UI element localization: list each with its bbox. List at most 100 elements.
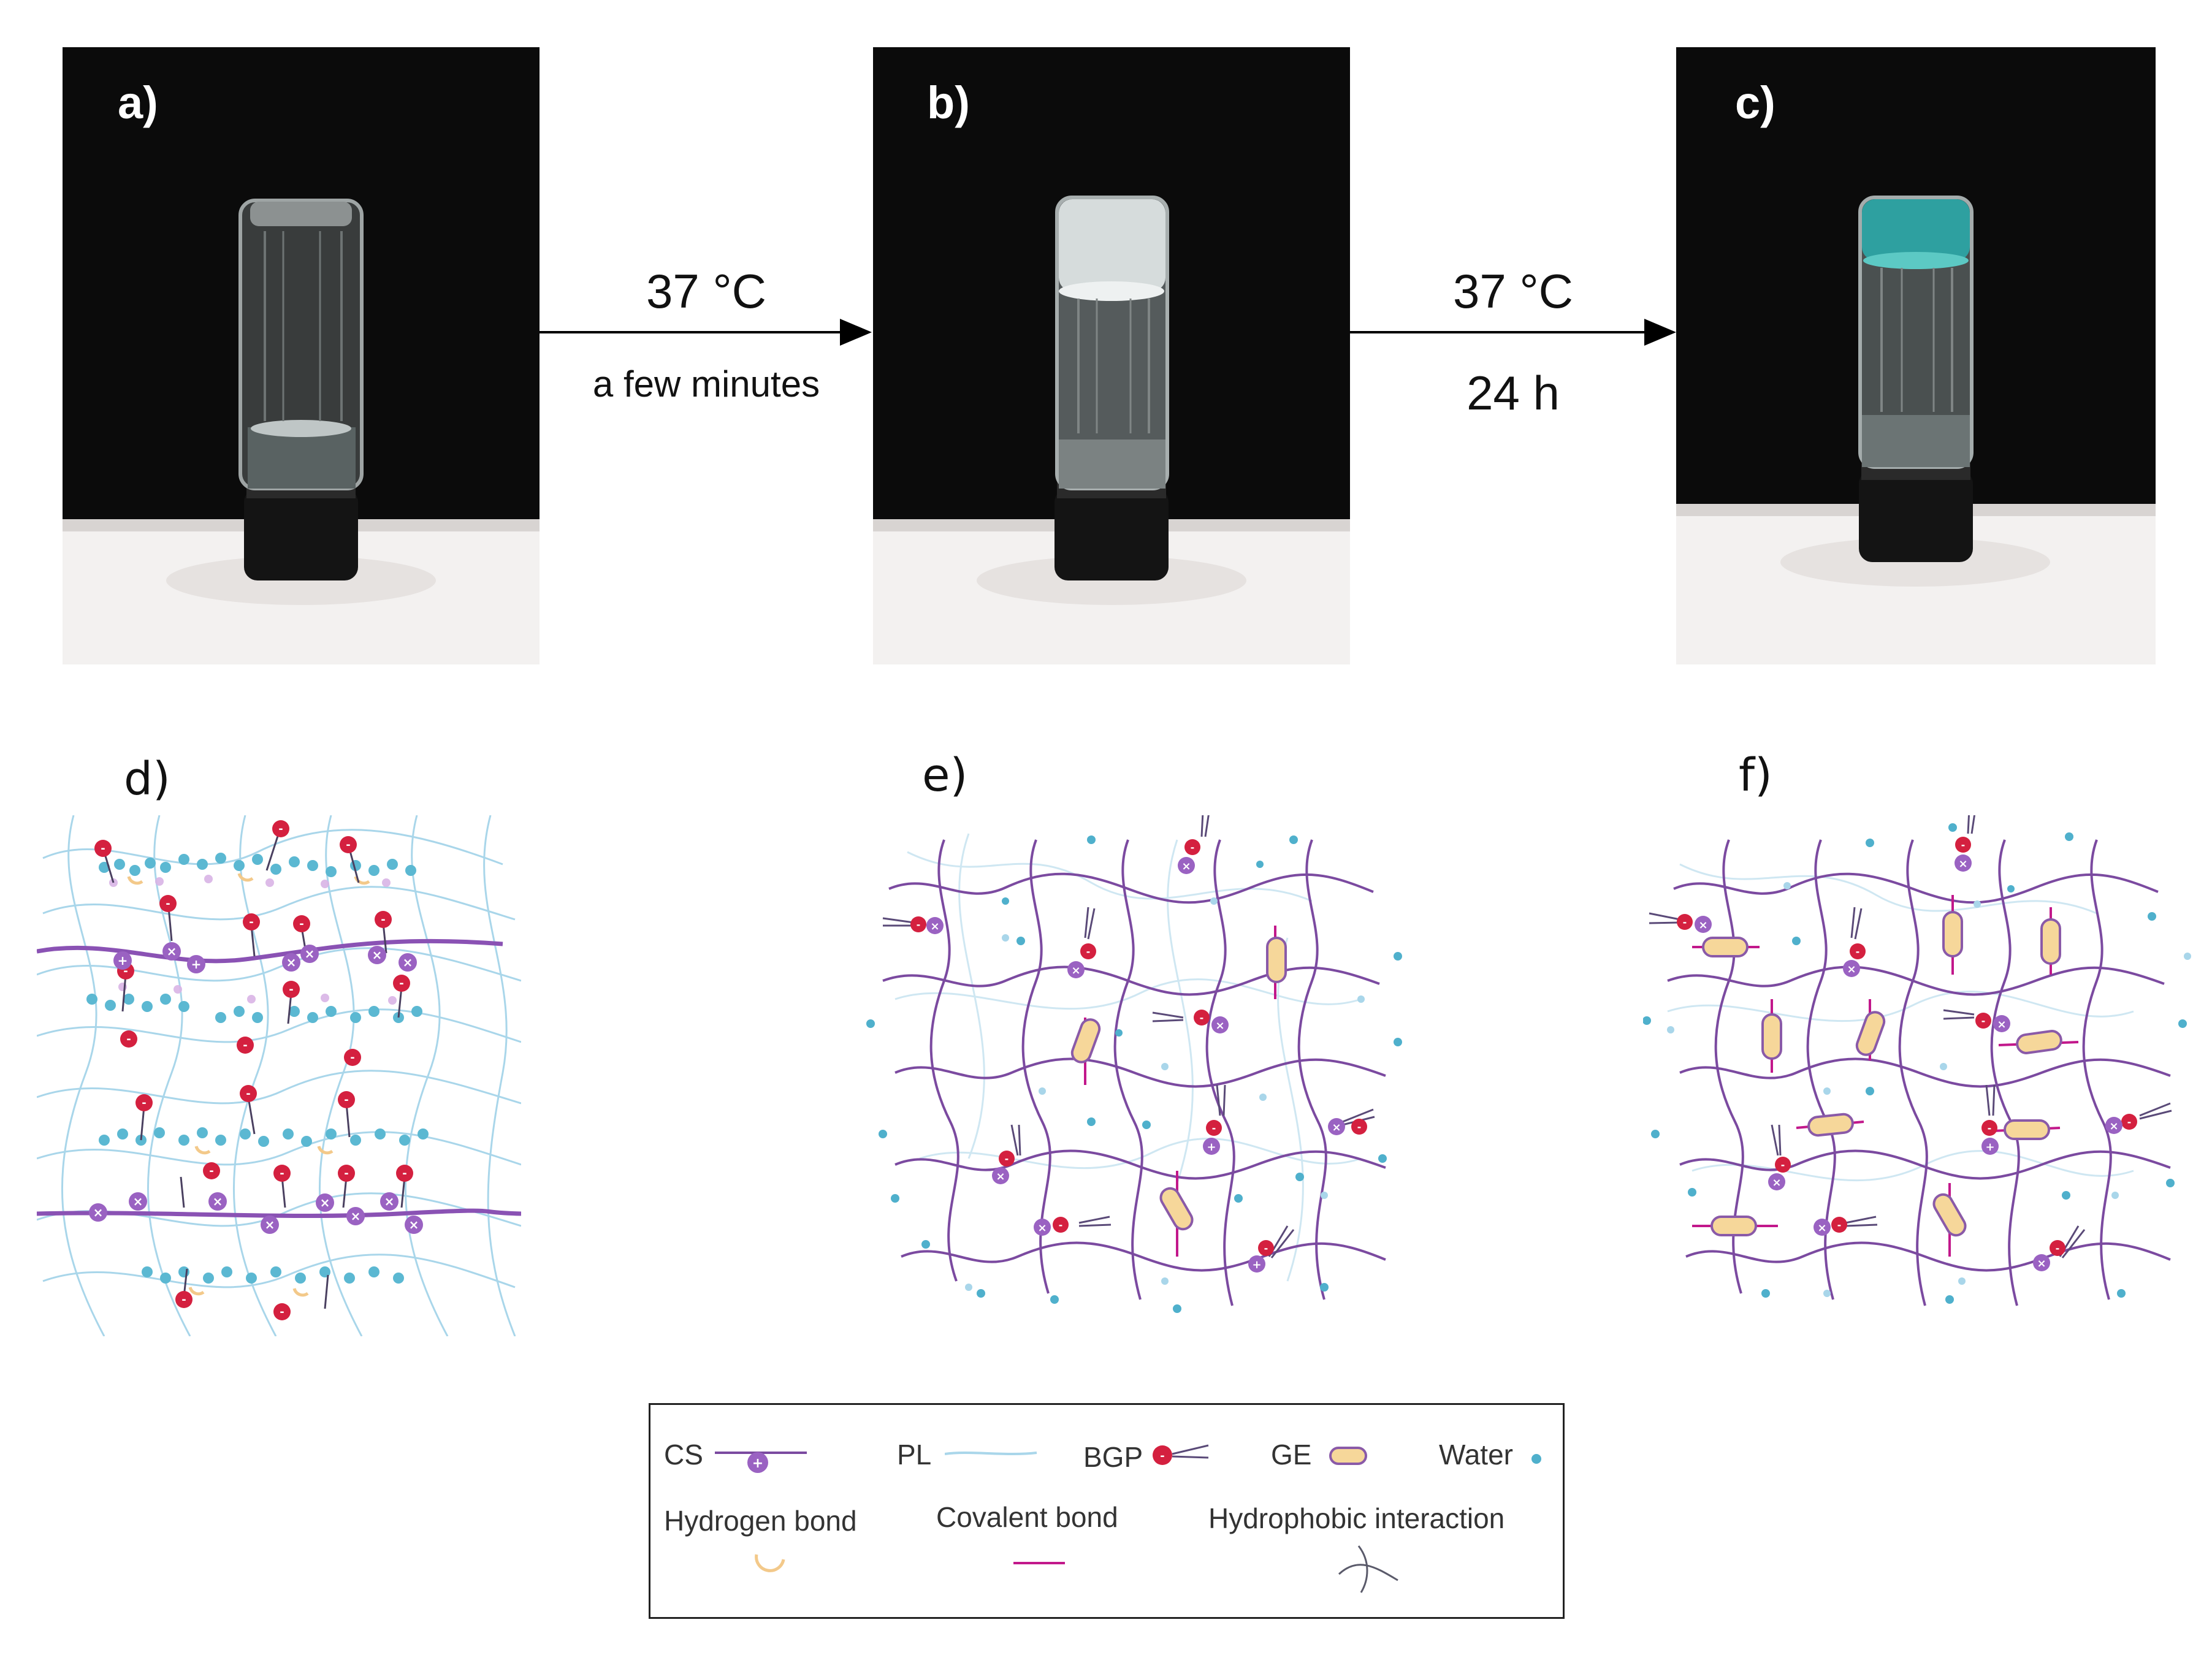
svg-text:+: +	[1985, 1141, 1994, 1154]
photo-a-label: a)	[118, 77, 158, 128]
svg-text:-: -	[917, 919, 921, 930]
svg-text:×: ×	[1958, 858, 1967, 870]
svg-text:-: -	[1781, 1159, 1785, 1171]
svg-text:-: -	[1981, 1015, 1986, 1027]
photo-c: c)	[1676, 47, 2156, 664]
svg-text:-: -	[1005, 1153, 1009, 1165]
svg-text:×: ×	[1997, 1018, 2006, 1031]
step-1-arrow	[540, 319, 872, 346]
svg-text:-: -	[1683, 916, 1687, 928]
svg-text:-: -	[280, 1306, 284, 1319]
svg-text:-: -	[1837, 1219, 1842, 1231]
svg-text:×: ×	[403, 955, 413, 970]
legend-hydrophobic-symbol	[1338, 1545, 1398, 1593]
vial-a-photo	[63, 47, 540, 664]
svg-text:-: -	[344, 1094, 348, 1106]
photo-c-label: c)	[1735, 77, 1775, 128]
svg-text:×: ×	[305, 946, 315, 961]
legend-covalent-bond-label: Covalent bond	[936, 1501, 1118, 1533]
step-1-duration: a few minutes	[592, 363, 820, 405]
svg-text:-: -	[1988, 1122, 1992, 1134]
svg-text:+: +	[191, 957, 202, 972]
svg-text:-: -	[1961, 839, 1966, 851]
svg-text:×: ×	[996, 1170, 1005, 1183]
svg-text:-: -	[344, 1167, 348, 1180]
svg-text:-: -	[1191, 842, 1195, 853]
cs-network-f	[1667, 839, 2171, 1306]
legend-hydrophobic-label: Hydrophobic interaction	[1208, 1502, 1505, 1534]
svg-text:-: -	[1200, 1012, 1204, 1024]
svg-text:×: ×	[2109, 1120, 2118, 1133]
svg-text:-: -	[1357, 1121, 1362, 1133]
legend-bgp-symbol: -	[1153, 1444, 1209, 1465]
water-e-light	[965, 897, 1365, 1291]
legend-water-label: Water	[1439, 1439, 1513, 1471]
svg-text:+: +	[118, 953, 128, 968]
legend-ge-label: GE	[1271, 1439, 1312, 1471]
svg-text:-: -	[402, 1167, 406, 1180]
svg-text:-: -	[1059, 1219, 1063, 1231]
step-2-temperature: 37 °C	[1453, 264, 1573, 318]
svg-text:-: -	[381, 913, 385, 926]
svg-text:-: -	[278, 823, 283, 835]
svg-text:+: +	[1207, 1141, 1216, 1154]
cs-chain-upper	[37, 938, 503, 964]
water-e	[866, 835, 1402, 1313]
legend: CS + PL BGP - GE Water Hydrogen bond Cov…	[649, 1403, 1565, 1619]
svg-text:-: -	[1212, 1122, 1216, 1134]
bgp-molecules-f: - - - - - - - - - × × × × × + × × ×	[1649, 815, 2172, 1271]
svg-text:-: -	[101, 842, 105, 855]
legend-water-symbol	[1531, 1454, 1541, 1464]
svg-text:×: ×	[1847, 963, 1856, 976]
ge-molecules-e	[1070, 937, 1287, 1231]
svg-text:×: ×	[286, 955, 297, 970]
svg-text:-: -	[2127, 1116, 2132, 1128]
photo-b: b)	[873, 47, 1350, 664]
svg-text:-: -	[142, 1097, 146, 1109]
svg-text:-: -	[289, 983, 293, 996]
legend-hydrogen-bond-symbol	[755, 1554, 785, 1572]
photo-a: a)	[63, 47, 540, 664]
svg-text:-: -	[299, 918, 303, 930]
svg-text:-: -	[209, 1165, 213, 1178]
svg-text:×: ×	[1772, 1176, 1781, 1189]
svg-text:×: ×	[265, 1217, 275, 1232]
pl-background-e	[894, 833, 1362, 1282]
step-2: 37 °C 24 h	[1350, 251, 1676, 420]
water-f	[1643, 823, 2187, 1304]
svg-text:-: -	[126, 1033, 131, 1046]
svg-text:-: -	[1264, 1242, 1268, 1254]
svg-text:×: ×	[1037, 1222, 1047, 1235]
photo-b-label: b)	[927, 77, 970, 128]
water-f-light	[1667, 882, 2191, 1297]
svg-text:-: -	[399, 977, 403, 990]
svg-text:×: ×	[384, 1194, 395, 1209]
svg-text:×: ×	[213, 1194, 223, 1209]
svg-text:×: ×	[93, 1205, 104, 1220]
legend-cs-symbol: +	[715, 1452, 807, 1473]
step-2-arrow	[1350, 319, 1676, 346]
svg-text:-: -	[243, 1039, 247, 1052]
legend-cs-label: CS	[664, 1439, 703, 1471]
svg-text:×: ×	[351, 1209, 361, 1223]
legend-covalent-bond-symbol	[1013, 1562, 1065, 1564]
svg-text:×: ×	[1215, 1019, 1224, 1032]
legend-ge-symbol	[1329, 1447, 1367, 1465]
svg-text:-: -	[350, 1051, 354, 1064]
svg-text:-: -	[246, 1087, 250, 1100]
svg-text:×: ×	[1817, 1222, 1826, 1235]
step-1: 37 °C a few minutes	[540, 251, 873, 411]
svg-text:×: ×	[372, 948, 383, 962]
svg-text:×: ×	[930, 920, 939, 933]
svg-text:-: -	[181, 1293, 186, 1306]
scheme-d-label: d)	[124, 753, 170, 805]
svg-text:-: -	[280, 1167, 284, 1180]
step-2-duration: 24 h	[1466, 366, 1560, 420]
vial-b-photo	[873, 47, 1350, 664]
legend-pl-label: PL	[897, 1439, 932, 1471]
svg-text:×: ×	[2037, 1257, 2046, 1270]
pl-bilayers	[86, 853, 429, 1284]
svg-text:×: ×	[320, 1195, 330, 1210]
cs-charged-groups: + × + × × × × × × × × × × × ×	[89, 942, 423, 1234]
svg-text:+: +	[752, 1456, 763, 1471]
